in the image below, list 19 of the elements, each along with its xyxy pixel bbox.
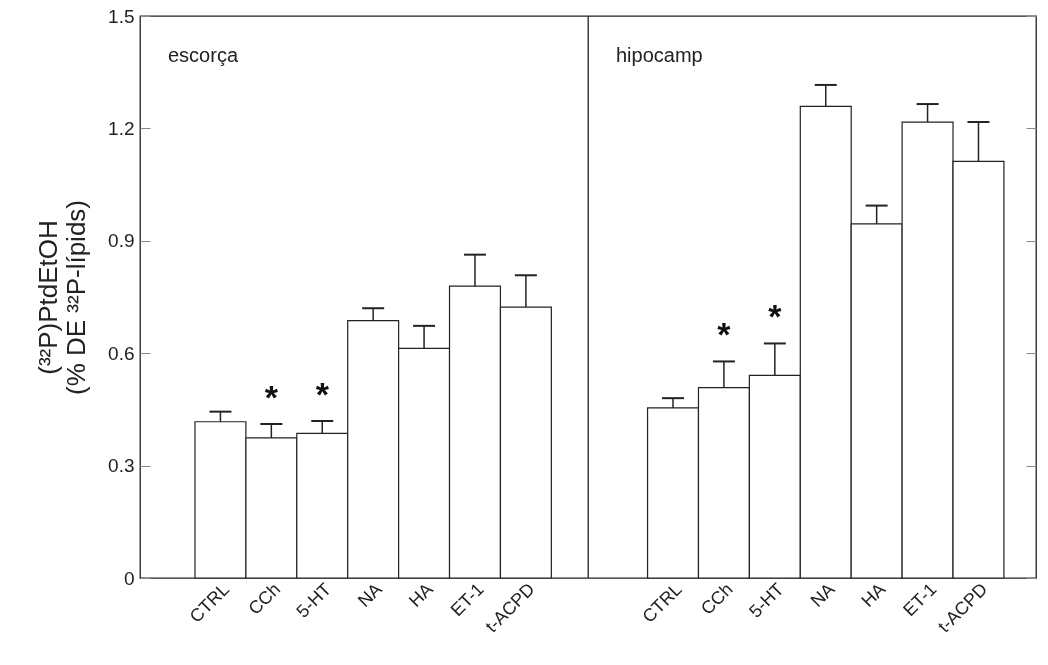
x-tick-label: CCh [244, 579, 285, 619]
y-tick-label: 0.6 [108, 342, 135, 364]
text: escorça [168, 44, 239, 66]
x-tick-label: HA [857, 579, 890, 611]
annotation: * [768, 297, 783, 336]
annotation: * [315, 375, 330, 414]
x-tick-label: NA [806, 579, 839, 611]
y-tick-label: 0 [123, 567, 135, 589]
x-tick-label: CCh [697, 579, 737, 619]
annotation: * [717, 315, 732, 354]
y-tick-label: 1.2 [108, 117, 135, 139]
y-axis-title: (³²P)PtdEtOH (% DE ³²P-lípids) [33, 199, 92, 396]
x-tick-label: HA [404, 579, 437, 611]
y-tick-label: 0.3 [108, 455, 135, 477]
y-tick-label: 0.9 [108, 230, 135, 252]
text: hipocamp [616, 44, 703, 66]
annotation: * [264, 378, 279, 417]
x-tick-label: NA [354, 579, 386, 611]
y-tick-label: 1.5 [108, 5, 135, 27]
